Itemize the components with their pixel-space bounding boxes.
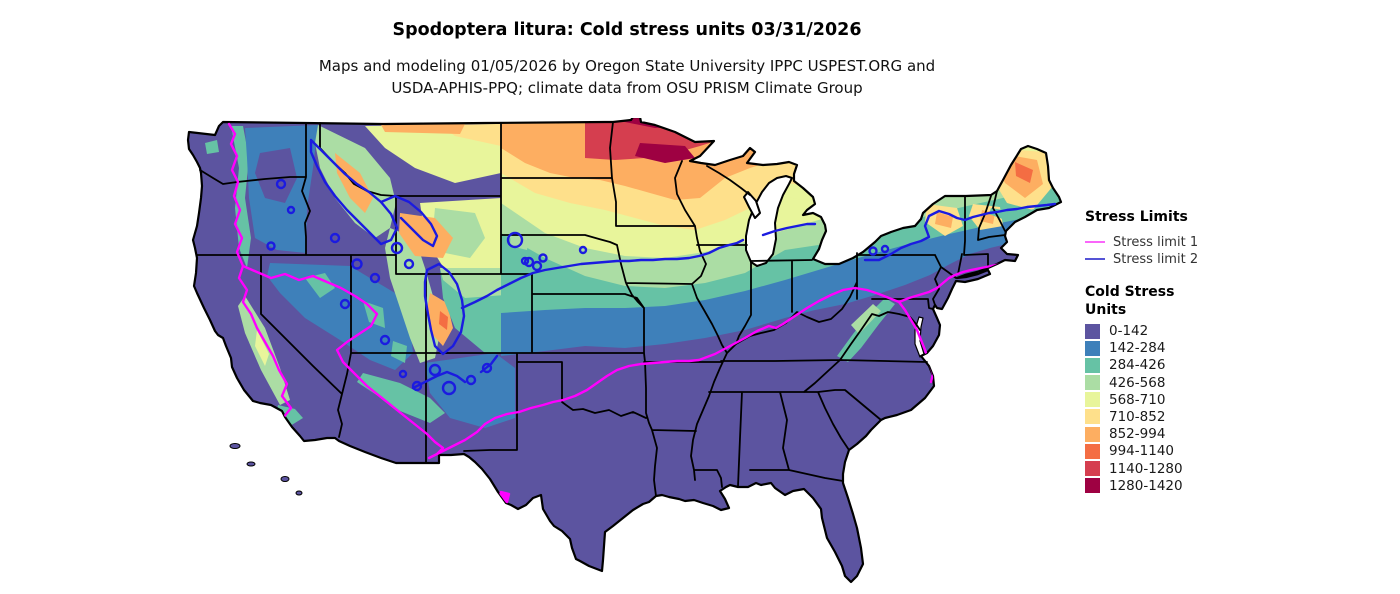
stress-limit-2-contour	[266, 138, 1057, 396]
class-swatch	[1085, 375, 1100, 391]
class-swatch	[1085, 392, 1100, 408]
stress-limit-2-line-swatch	[1085, 258, 1105, 260]
stress-limit-1-line-swatch	[1085, 241, 1105, 243]
legend-class-row: 1140-1280	[1085, 460, 1395, 477]
raster-maine-core	[1015, 162, 1033, 183]
cold-stress-heading-line-1: Cold Stress	[1085, 283, 1175, 300]
raster-yellowstone	[399, 213, 453, 258]
raster-cascades	[231, 126, 251, 268]
legend-class-row: 568-710	[1085, 391, 1395, 408]
cold-stress-classes: 0-142 142-284 284-426 426-568 568-710 71…	[1085, 323, 1395, 494]
class-label: 568-710	[1109, 391, 1166, 408]
raster-montana-plains	[365, 124, 501, 183]
cold-stress-heading-line-2: Units	[1085, 302, 1127, 318]
stress-limit-1-label: Stress limit 1	[1113, 234, 1199, 250]
class-label: 0-142	[1109, 323, 1149, 339]
legend-class-row: 426-568	[1085, 374, 1395, 391]
page-subtitle: Maps and modeling 01/05/2026 by Oregon S…	[0, 55, 1254, 99]
raster-adirondacks-core	[935, 212, 953, 228]
green-bay	[743, 191, 761, 219]
us-outline	[186, 118, 1063, 584]
raster-fill-layer	[188, 118, 1061, 582]
class-label: 852-994	[1109, 426, 1166, 443]
raster-nv-patch	[305, 273, 335, 298]
class-swatch	[1085, 443, 1100, 459]
raster-great-basin	[267, 263, 413, 370]
us-cold-stress-map	[185, 118, 1065, 594]
class-label: 426-568	[1109, 374, 1166, 391]
legend-class-row: 284-426	[1085, 357, 1395, 374]
raster-mogollon	[357, 373, 445, 423]
class-swatch	[1085, 426, 1100, 442]
legend-class-row: 142-284	[1085, 340, 1395, 357]
legend-class-row: 994-1140	[1085, 443, 1395, 460]
subtitle-line-1: Maps and modeling 01/05/2026 by Oregon S…	[318, 57, 936, 75]
class-swatch	[1085, 323, 1100, 339]
raster-colorado-peak	[439, 311, 448, 330]
raster-montana-top	[380, 123, 465, 134]
class-label: 710-852	[1109, 408, 1166, 425]
raster-mn-darkred	[635, 143, 695, 163]
raster-columbia-basin	[255, 148, 297, 203]
legend-item-stress-limit-2: Stress limit 2	[1085, 251, 1395, 268]
class-swatch	[1085, 340, 1100, 356]
legend-class-row: 1280-1420	[1085, 477, 1395, 494]
raster-olympics	[205, 140, 219, 154]
raster-appalachians-green	[851, 304, 881, 334]
page-title: Spodoptera litura: Cold stress units 03/…	[392, 20, 862, 40]
class-label: 142-284	[1109, 340, 1166, 357]
class-label: 1280-1420	[1109, 477, 1183, 494]
channel-islands	[229, 443, 303, 496]
legend-class-row: 852-994	[1085, 426, 1395, 443]
cold-stress-units-heading: Cold Stress Units	[1085, 283, 1395, 320]
class-label: 1140-1280	[1109, 460, 1183, 477]
raster-appalachians	[837, 298, 895, 362]
class-swatch	[1085, 409, 1100, 425]
lake-michigan	[745, 175, 793, 267]
legend-class-row: 0-142	[1085, 323, 1395, 339]
stress-limit-2-label: Stress limit 2	[1113, 251, 1199, 267]
raster-ut-patch	[363, 301, 385, 328]
stress-limits-items: Stress limit 1 Stress limit 2	[1085, 234, 1395, 268]
class-swatch	[1085, 478, 1100, 494]
legend-item-stress-limit-1: Stress limit 1	[1085, 234, 1395, 251]
stress-limits-heading: Stress Limits	[1085, 209, 1188, 225]
raster-ut-patch-2	[391, 341, 407, 363]
class-swatch	[1085, 461, 1100, 476]
subtitle-line-2: USDA-APHIS-PPQ; climate data from OSU PR…	[391, 79, 863, 97]
great-lakes	[743, 175, 925, 358]
legend: Stress Limits Stress limit 1 Stress limi…	[1085, 0, 1395, 495]
class-label: 994-1140	[1109, 443, 1174, 460]
raster-sierra-core	[255, 330, 269, 366]
class-label: 284-426	[1109, 357, 1166, 374]
class-swatch	[1085, 357, 1100, 373]
us-map-svg	[186, 118, 1063, 584]
legend-class-row: 710-852	[1085, 408, 1395, 425]
